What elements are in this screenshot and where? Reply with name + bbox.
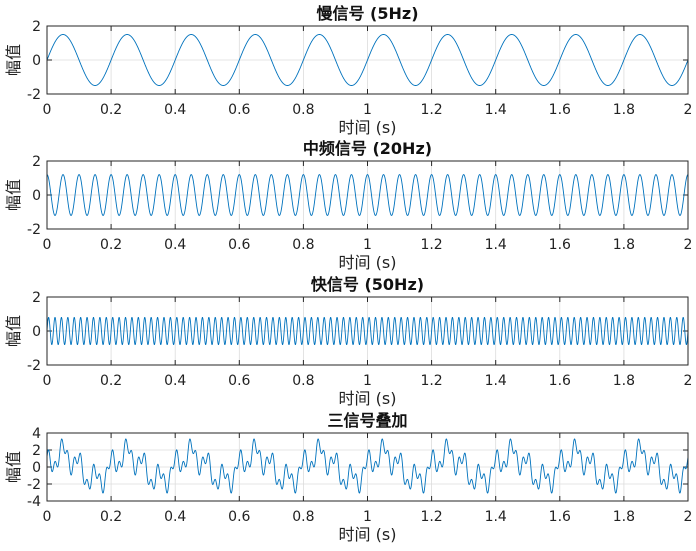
x-tick-label: 0.8 (292, 102, 314, 118)
x-tick-label: 0.4 (164, 509, 186, 525)
x-tick-label: 1.6 (549, 509, 571, 525)
series-line (46, 438, 689, 494)
y-axis-label: 幅值 (4, 451, 23, 483)
subplot-title: 慢信号 (5Hz) (316, 4, 418, 23)
x-tick-label: 0.4 (164, 102, 186, 118)
x-tick-label: 0.6 (228, 237, 250, 253)
y-tick-label: 2 (32, 154, 41, 170)
x-axis-label: 时间 (s) (339, 389, 397, 408)
x-tick-label: 1.2 (420, 237, 442, 253)
y-tick-label: 0 (32, 460, 41, 476)
x-tick-label: 0.6 (228, 373, 250, 389)
x-tick-label: 0.8 (292, 237, 314, 253)
x-tick-label: 1.2 (420, 509, 442, 525)
x-tick-label: 1.2 (420, 102, 442, 118)
x-tick-label: 0 (43, 237, 52, 253)
y-axis-label: 幅值 (4, 315, 23, 347)
axes-frame (46, 25, 689, 95)
x-tick-label: 0.2 (100, 373, 122, 389)
y-tick-label: -2 (27, 358, 41, 374)
series-line (46, 174, 689, 216)
subplot-title: 三信号叠加 (327, 411, 407, 430)
x-tick-label: 0.2 (100, 102, 122, 118)
y-tick-label: 2 (32, 290, 41, 306)
axes-frame (46, 296, 689, 366)
x-tick-label: 0.8 (292, 509, 314, 525)
subplot-title: 快信号 (50Hz) (311, 275, 424, 294)
y-tick-label: -4 (27, 494, 41, 510)
x-tick-label: 1.6 (549, 102, 571, 118)
y-tick-label: 4 (32, 426, 41, 442)
x-tick-label: 0.8 (292, 373, 314, 389)
x-axis-label: 时间 (s) (339, 525, 397, 544)
x-tick-label: 1 (363, 509, 372, 525)
x-tick-label: 0.6 (228, 102, 250, 118)
axes-frame (46, 432, 689, 502)
x-axis-label: 时间 (s) (339, 253, 397, 272)
y-tick-label: -2 (27, 222, 41, 238)
x-tick-label: 1.6 (549, 237, 571, 253)
x-tick-label: 2 (684, 102, 693, 118)
y-tick-label: 2 (32, 443, 41, 459)
x-tick-label: 0 (43, 102, 52, 118)
x-tick-label: 2 (684, 509, 693, 525)
x-tick-label: 1 (363, 373, 372, 389)
y-tick-label: 0 (32, 53, 41, 69)
y-axis-label: 幅值 (4, 44, 23, 76)
subplot-4: 0 0.2 0.4 0.6 0.8 1 1.2 1.4 1.6 1.8 2-4-2024三信号叠加时… (4, 411, 692, 544)
y-tick-label: 0 (32, 188, 41, 204)
y-tick-label: 2 (32, 19, 41, 35)
x-tick-label: 1.4 (485, 373, 507, 389)
x-tick-label: 1.8 (613, 102, 635, 118)
y-tick-label: -2 (27, 477, 41, 493)
x-tick-label: 1.8 (613, 237, 635, 253)
subplot-title: 中频信号 (20Hz) (303, 139, 432, 158)
x-axis-label: 时间 (s) (339, 118, 397, 137)
y-tick-label: 0 (32, 324, 41, 340)
x-tick-label: 0 (43, 509, 52, 525)
x-tick-label: 1.4 (485, 237, 507, 253)
y-axis-label: 幅值 (4, 179, 23, 211)
x-tick-label: 0.2 (100, 509, 122, 525)
x-tick-label: 1.8 (613, 509, 635, 525)
x-tick-label: 2 (684, 237, 693, 253)
x-tick-label: 0.4 (164, 373, 186, 389)
axes-frame (46, 160, 689, 230)
x-tick-label: 0.2 (100, 237, 122, 253)
x-tick-label: 0.4 (164, 237, 186, 253)
series-line (46, 34, 689, 86)
x-tick-label: 1.8 (613, 373, 635, 389)
x-tick-label: 1 (363, 102, 372, 118)
series-line (46, 317, 689, 345)
x-tick-label: 1.4 (485, 509, 507, 525)
x-tick-label: 1.4 (485, 102, 507, 118)
x-tick-label: 1.2 (420, 373, 442, 389)
x-tick-label: 1 (363, 237, 372, 253)
x-tick-label: 0 (43, 373, 52, 389)
y-tick-label: -2 (27, 87, 41, 103)
x-tick-label: 1.6 (549, 373, 571, 389)
x-tick-label: 2 (684, 373, 693, 389)
x-tick-label: 0.6 (228, 509, 250, 525)
